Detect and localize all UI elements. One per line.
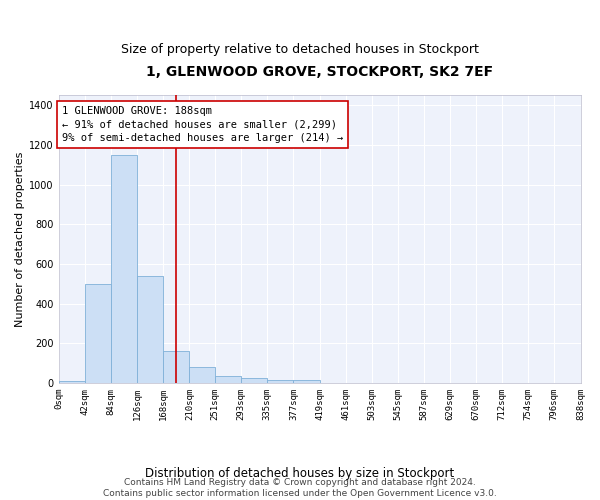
Text: Contains HM Land Registry data © Crown copyright and database right 2024.
Contai: Contains HM Land Registry data © Crown c… [103, 478, 497, 498]
Bar [241, 378, 267, 383]
Title: 1, GLENWOOD GROVE, STOCKPORT, SK2 7EF: 1, GLENWOOD GROVE, STOCKPORT, SK2 7EF [146, 65, 493, 79]
Text: 1 GLENWOOD GROVE: 188sqm
← 91% of detached houses are smaller (2,299)
9% of semi: 1 GLENWOOD GROVE: 188sqm ← 91% of detach… [62, 106, 343, 142]
Bar [85, 284, 111, 383]
Bar [190, 367, 215, 383]
Bar [111, 155, 137, 383]
Bar [137, 276, 163, 383]
Text: Distribution of detached houses by size in Stockport: Distribution of detached houses by size … [145, 467, 455, 480]
Bar [163, 351, 190, 383]
Bar [215, 376, 241, 383]
Bar [59, 381, 85, 383]
Bar [293, 380, 320, 383]
Y-axis label: Number of detached properties: Number of detached properties [15, 152, 25, 327]
Bar [267, 380, 293, 383]
Text: Size of property relative to detached houses in Stockport: Size of property relative to detached ho… [121, 42, 479, 56]
